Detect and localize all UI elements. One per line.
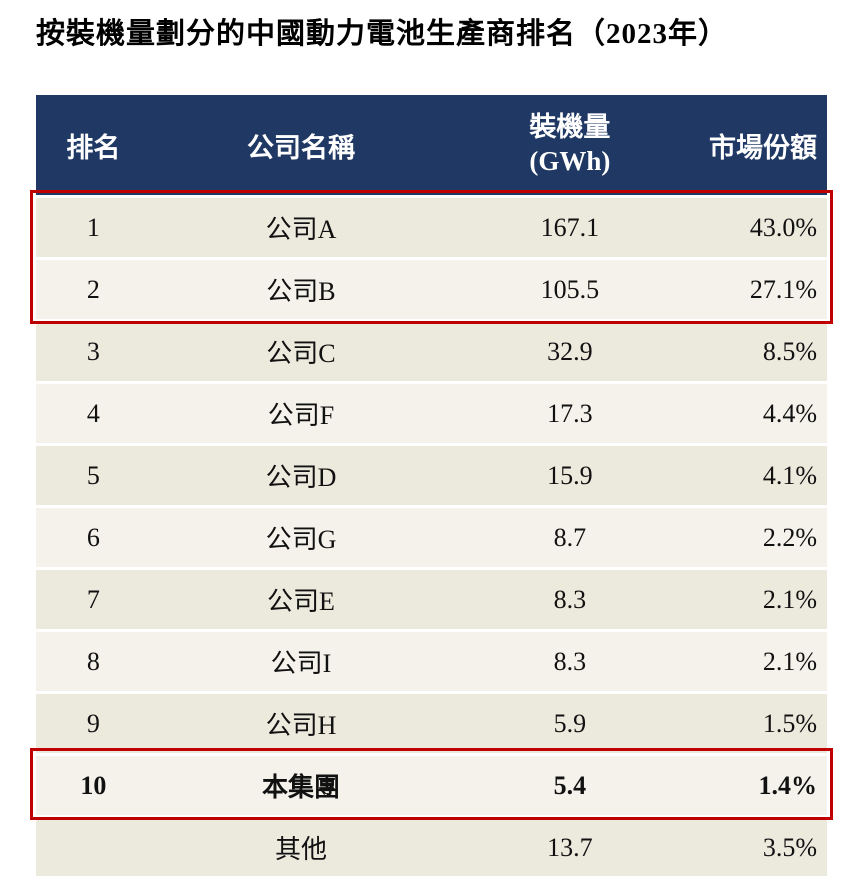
rank-cell: 2 [86, 274, 100, 304]
header-capacity-line1: 裝機量 [529, 112, 611, 143]
rank-cell: 7 [86, 584, 100, 614]
share-cell: 8.5% [762, 336, 817, 366]
company-cell: 公司C [266, 339, 336, 368]
rank-cell: 4 [86, 398, 100, 428]
table-row: 8 公司I 8.3 2.1% [36, 629, 827, 691]
company-cell: 公司H [265, 711, 337, 740]
header-capacity-line2: (GWh) [529, 146, 611, 176]
capacity-cell: 5.9 [553, 708, 587, 738]
table-row: 1 公司A 167.1 43.0% [36, 195, 827, 257]
header-company-name: 公司名稱 [246, 132, 355, 163]
capacity-cell: 8.7 [553, 522, 587, 552]
rank-cell: 3 [86, 336, 100, 366]
table-row: 6 公司G 8.7 2.2% [36, 505, 827, 567]
table-row: 5 公司D 15.9 4.1% [36, 443, 827, 505]
rank-cell: 8 [86, 646, 100, 676]
table-row: 4 公司F 17.3 4.4% [36, 381, 827, 443]
company-cell: 公司G [265, 525, 337, 554]
company-cell: 公司A [265, 215, 337, 244]
share-cell: 4.4% [762, 398, 817, 428]
capacity-cell: 17.3 [547, 398, 593, 428]
table-row: 7 公司E 8.3 2.1% [36, 567, 827, 629]
capacity-cell: 13.7 [547, 832, 593, 862]
share-cell: 43.0% [749, 212, 817, 242]
table-row: 2 公司B 105.5 27.1% [36, 257, 827, 319]
company-cell: 公司B [266, 277, 336, 306]
company-cell: 公司E [267, 587, 335, 616]
capacity-cell: 105.5 [540, 274, 600, 304]
rank-cell: 5 [86, 460, 100, 490]
table-body: 1 公司A 167.1 43.0% 2 公司B 105.5 27.1% 3 公司C 32.9 8.5%… [36, 195, 827, 876]
header-rank: 排名 [66, 132, 121, 163]
rank-cell: 10 [80, 770, 107, 800]
battery-ranking-table: 排名 公司名稱 裝機量 (GWh) 市場份額 1 公司A 167.1 43.0% 2 公司… [30, 95, 833, 876]
capacity-cell: 167.1 [540, 212, 600, 242]
share-cell: 27.1% [749, 274, 817, 304]
table-row: 3 公司C 32.9 8.5% [36, 319, 827, 381]
share-cell: 4.1% [762, 460, 817, 490]
company-cell: 其他 [274, 835, 327, 864]
share-cell: 1.5% [762, 708, 817, 738]
capacity-cell: 8.3 [553, 646, 587, 676]
company-cell: 本集團 [261, 773, 340, 802]
share-cell: 2.1% [762, 646, 817, 676]
capacity-cell: 8.3 [553, 584, 587, 614]
table-row: 其他 13.7 3.5% [36, 815, 827, 876]
table-row: 10 本集團 5.4 1.4% [36, 753, 827, 815]
capacity-cell: 15.9 [547, 460, 593, 490]
table-header-row: 排名 公司名稱 裝機量 (GWh) 市場份額 [36, 95, 827, 195]
header-installed-capacity: 裝機量 (GWh) [451, 111, 688, 179]
rank-cell: 9 [86, 708, 100, 738]
company-cell: 公司I [270, 649, 332, 678]
company-cell: 公司D [265, 463, 337, 492]
rank-cell: 6 [86, 522, 100, 552]
header-market-share: 市場份額 [709, 132, 817, 163]
share-cell: 2.2% [762, 522, 817, 552]
table-row: 9 公司H 5.9 1.5% [36, 691, 827, 753]
capacity-cell: 5.4 [553, 770, 587, 800]
rank-cell: 1 [86, 212, 100, 242]
share-cell: 1.4% [758, 770, 818, 800]
capacity-cell: 32.9 [547, 336, 593, 366]
share-cell: 2.1% [762, 584, 817, 614]
company-cell: 公司F [267, 401, 335, 430]
page-title: 按裝機量劃分的中國動力電池生產商排名（2023年） [36, 18, 729, 50]
share-cell: 3.5% [762, 832, 817, 862]
